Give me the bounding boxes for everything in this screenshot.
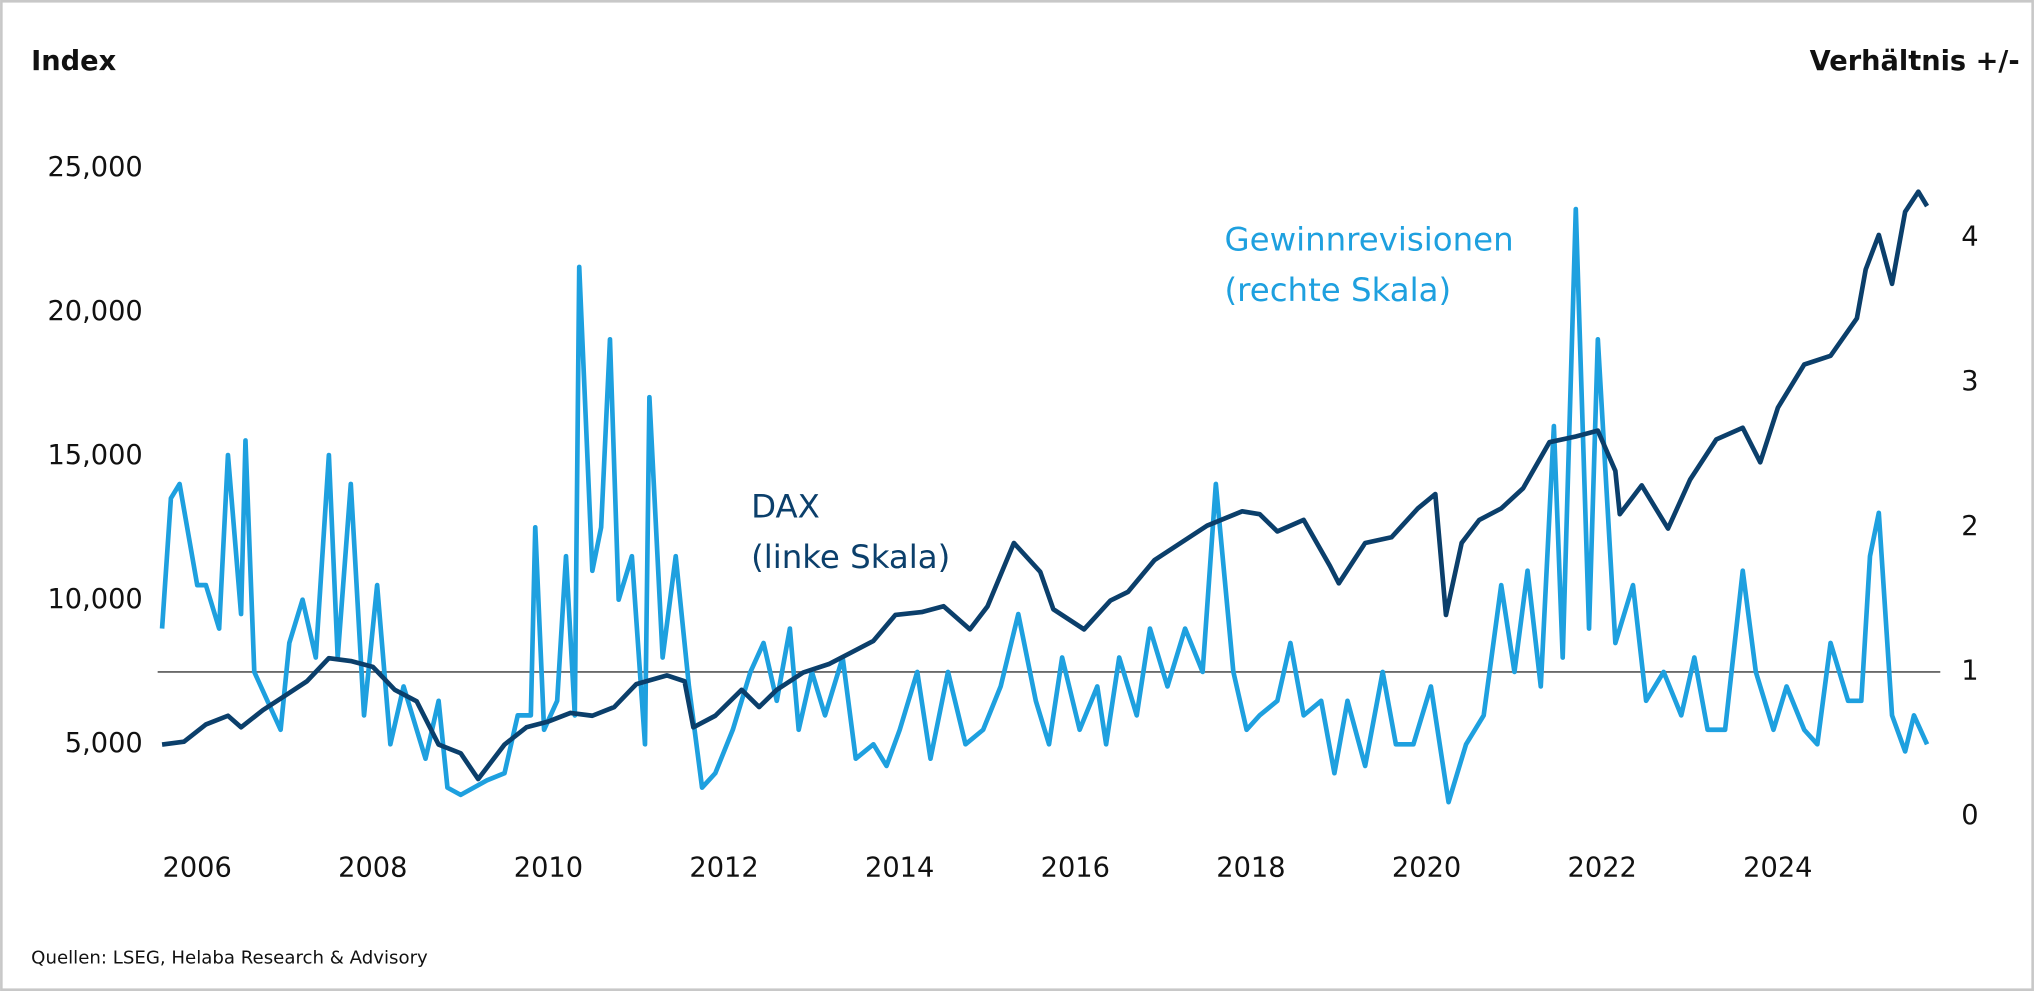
x-tick-label: 2006 xyxy=(163,853,232,884)
x-tick-label: 2018 xyxy=(1216,853,1285,884)
series-line xyxy=(161,189,1930,782)
x-tick-label: 2010 xyxy=(514,853,583,884)
y2-tick-label: 4 xyxy=(1961,222,1978,253)
x-tick-label: 2016 xyxy=(1041,853,1110,884)
y2-tick-label: 0 xyxy=(1961,800,1978,831)
x-tick-label: 2024 xyxy=(1743,853,1812,884)
x-tick-label: 2014 xyxy=(865,853,934,884)
y-axis-title: Index xyxy=(31,46,116,77)
annotation-line: Gewinnrevisionen xyxy=(1225,220,1514,258)
y2-tick-label: 1 xyxy=(1961,655,1978,686)
x-tick-label: 2020 xyxy=(1392,853,1461,884)
annotation-line: DAX xyxy=(751,487,820,525)
x-tick-label: 2022 xyxy=(1568,853,1637,884)
x-tick-label: 2012 xyxy=(689,853,758,884)
y-tick-label: 15,000 xyxy=(47,440,142,471)
annotation-line: (rechte Skala) xyxy=(1225,271,1452,309)
x-tick-label: 2008 xyxy=(338,853,407,884)
y-tick-label: 5,000 xyxy=(65,728,143,759)
y2-tick-label: 3 xyxy=(1961,366,1978,397)
y-tick-label: 20,000 xyxy=(47,296,142,327)
y2-tick-label: 2 xyxy=(1961,511,1978,542)
annotation: DAX (linke Skala) xyxy=(751,487,950,576)
source: Quellen: LSEG, Helaba Research & Advisor… xyxy=(31,948,428,969)
y2-axis-title: Verhältnis +/- xyxy=(1810,46,2020,77)
annotation: Gewinnrevisionen (rechte Skala) xyxy=(1225,220,1514,309)
annotation-line: (linke Skala) xyxy=(751,538,950,576)
series-line xyxy=(159,206,1930,805)
y-tick-label: 10,000 xyxy=(47,584,142,615)
y-tick-label: 25,000 xyxy=(47,152,142,183)
